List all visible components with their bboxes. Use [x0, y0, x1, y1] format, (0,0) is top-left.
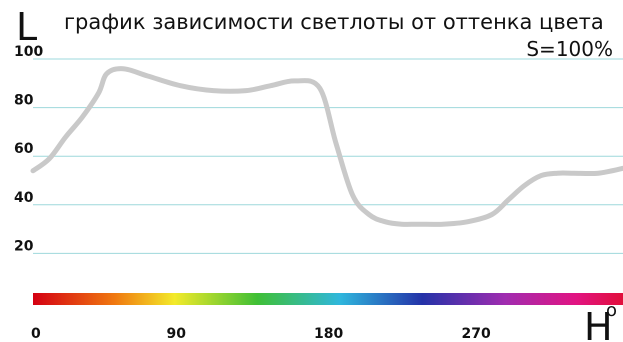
x-tick-label-180: 180 — [314, 326, 343, 342]
y-axis-label: L — [16, 5, 37, 49]
y-tick-label-20: 20 — [14, 238, 34, 254]
y-tick-label-40: 40 — [14, 190, 34, 206]
x-axis-label: H — [584, 305, 613, 342]
chart-subtitle: S=100% — [526, 37, 613, 61]
x-tick-labels: 0 90 180 270 — [31, 326, 491, 342]
series-line — [30, 66, 623, 227]
gridlines — [33, 58, 623, 254]
x-tick-label-90: 90 — [167, 326, 187, 342]
hue-color-bar — [33, 293, 623, 305]
y-tick-label-100: 100 — [14, 44, 43, 60]
chart-title: график зависимости светлоты от оттенка ц… — [64, 10, 604, 34]
y-tick-label-80: 80 — [14, 93, 34, 109]
x-tick-label-270: 270 — [462, 326, 491, 342]
y-tick-label-60: 60 — [14, 141, 34, 157]
x-tick-label-0: 0 — [31, 326, 41, 342]
x-axis-label-degree: o — [606, 300, 617, 321]
y-tick-labels: 100 80 60 40 20 — [14, 44, 43, 254]
